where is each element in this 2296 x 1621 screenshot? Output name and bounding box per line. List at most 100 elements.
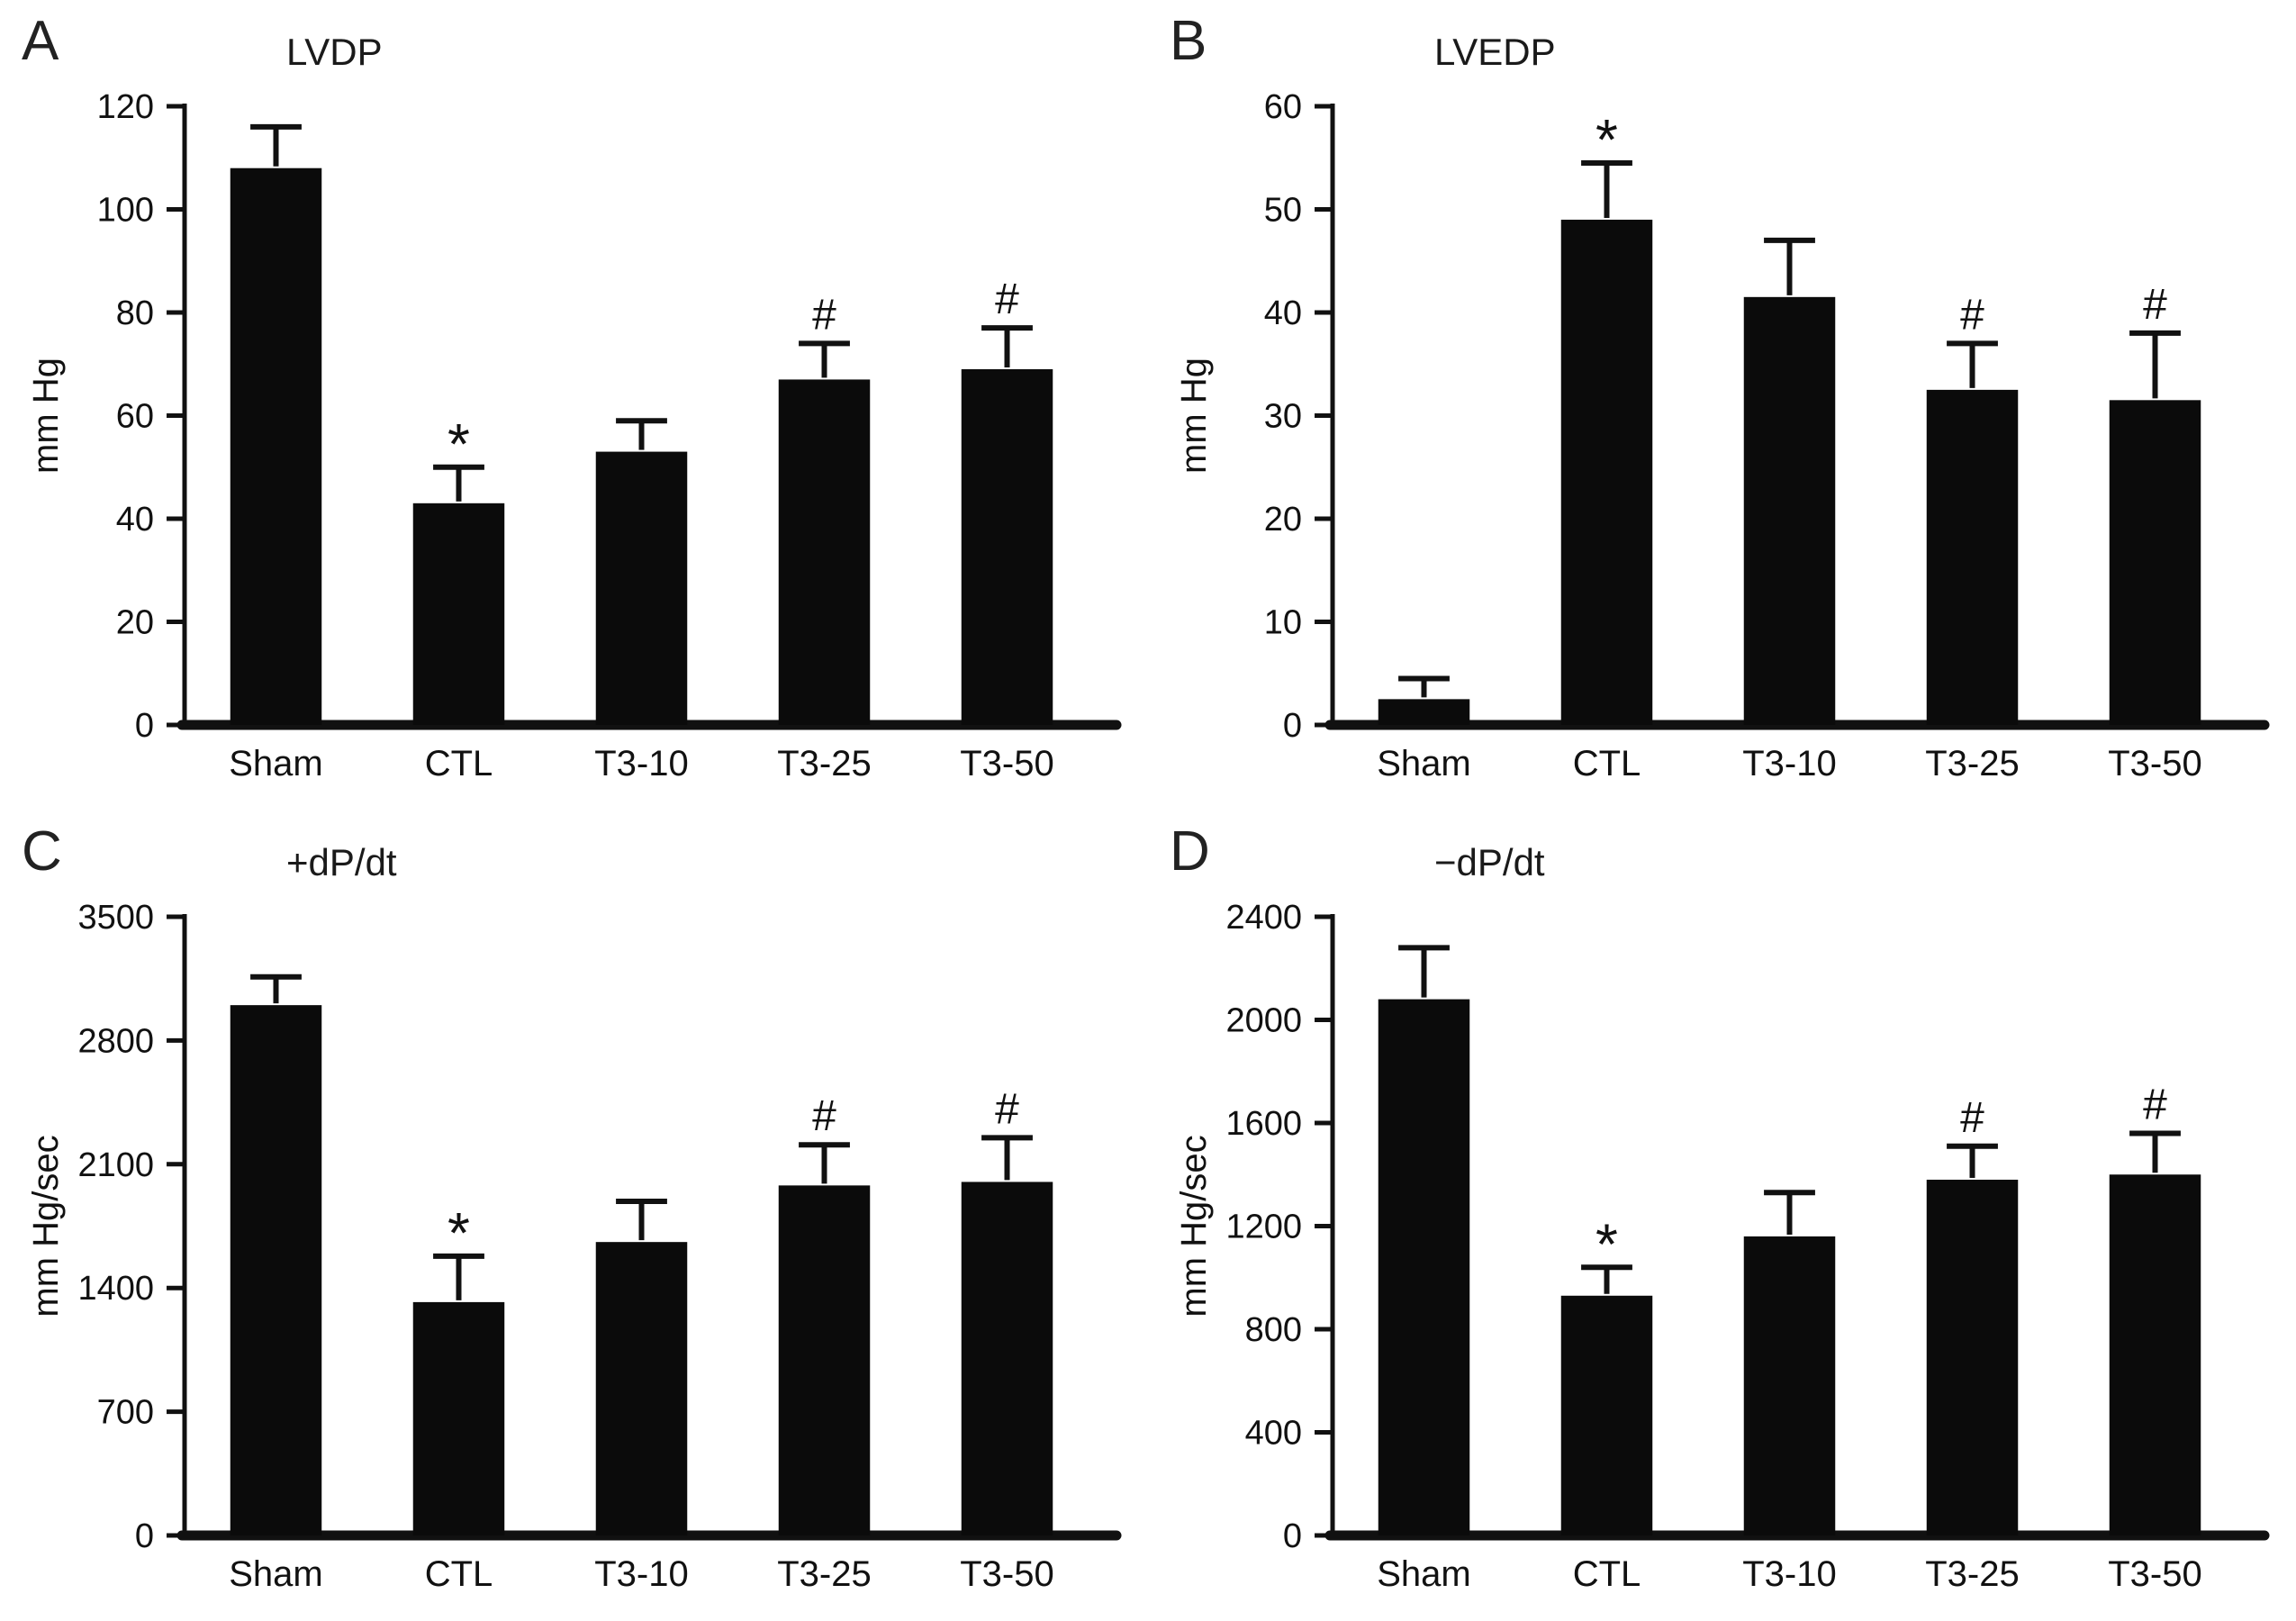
category-label-CTL: CTL xyxy=(425,1554,493,1594)
y-tick-label: 20 xyxy=(116,604,154,642)
y-tick-label: 1600 xyxy=(1225,1105,1302,1143)
y-tick-label: 60 xyxy=(116,398,154,436)
category-label-T3-10: T3-10 xyxy=(1742,1554,1837,1594)
annotation-T3-50: # xyxy=(995,1085,1019,1133)
y-tick-label: 0 xyxy=(1283,1517,1302,1555)
annotation-T3-25: # xyxy=(1960,1094,1984,1142)
y-tick-label: 2800 xyxy=(77,1022,154,1060)
panel-b: 0 10 20 30 40 50 60 mm Hg Sham * CTL T3-10 # T3-25 # T3… xyxy=(1148,0,2296,810)
category-label-CTL: CTL xyxy=(1573,1554,1641,1594)
bar-Sham xyxy=(1378,999,1470,1535)
panel-b-title: LVEDP xyxy=(1434,31,1556,73)
panel-d: 0 400 800 1200 1600 2000 2400 mm Hg/sec Sham * CTL… xyxy=(1148,810,2296,1621)
y-axis-label: mm Hg/sec xyxy=(26,1135,66,1317)
y-tick-label: 20 xyxy=(1264,501,1302,539)
y-tick-label: 120 xyxy=(97,88,154,126)
annotation-CTL: * xyxy=(1595,107,1618,172)
y-tick-label: 0 xyxy=(135,707,154,745)
category-label-T3-50: T3-50 xyxy=(960,744,1054,783)
category-label-T3-10: T3-10 xyxy=(594,744,689,783)
y-tick-label: 0 xyxy=(1283,707,1302,745)
y-tick-label: 2400 xyxy=(1225,899,1302,937)
annotation-T3-25: # xyxy=(812,291,836,339)
bar-T3-25 xyxy=(1926,389,2019,725)
bar-T3-50 xyxy=(961,1182,1053,1535)
panel-c-title: +dP/dt xyxy=(286,841,397,883)
y-tick-label: 40 xyxy=(1264,294,1302,332)
bar-T3-10 xyxy=(1743,296,1836,725)
panel-a-chart: 0 20 40 60 80 100 120 mm Hg Sham * CTL T3-10 # T3-25 #… xyxy=(26,88,1122,783)
category-label-T3-50: T3-50 xyxy=(2108,744,2202,783)
panel-c-chart: 0 700 1400 2100 2800 3500 mm Hg/sec Sham * CTL T3-… xyxy=(26,899,1122,1594)
category-label-Sham: Sham xyxy=(1377,744,1471,783)
y-tick-label: 3500 xyxy=(77,899,154,937)
panel-a-letter: A xyxy=(22,10,60,72)
y-tick-label: 1200 xyxy=(1225,1209,1302,1246)
annotation-T3-50: # xyxy=(995,276,1019,323)
y-tick-label: 1400 xyxy=(77,1270,154,1308)
y-tick-label: 2000 xyxy=(1225,1002,1302,1040)
category-label-T3-50: T3-50 xyxy=(960,1554,1054,1594)
bar-T3-50 xyxy=(2109,400,2201,725)
bar-T3-25 xyxy=(778,1185,871,1535)
panel-d-chart: 0 400 800 1200 1600 2000 2400 mm Hg/sec Sham * CTL… xyxy=(1174,899,2270,1594)
category-label-CTL: CTL xyxy=(1573,744,1641,783)
panel-b-letter: B xyxy=(1170,10,1208,72)
panel-c-letter: C xyxy=(22,820,63,883)
annotation-CTL: * xyxy=(447,1200,470,1265)
category-label-T3-50: T3-50 xyxy=(2108,1554,2202,1594)
annotation-T3-25: # xyxy=(1960,291,1984,339)
category-label-Sham: Sham xyxy=(229,744,323,783)
annotation-T3-25: # xyxy=(812,1092,836,1140)
category-label-T3-10: T3-10 xyxy=(594,1554,689,1594)
annotation-T3-50: # xyxy=(2143,1081,2167,1128)
y-axis-label: mm Hg xyxy=(1174,358,1214,474)
y-axis-label: mm Hg xyxy=(26,358,66,474)
category-label-T3-10: T3-10 xyxy=(1742,744,1837,783)
y-tick-label: 400 xyxy=(1245,1415,1302,1453)
y-tick-label: 10 xyxy=(1264,604,1302,642)
bar-CTL xyxy=(412,1301,505,1535)
bar-CTL xyxy=(412,503,505,725)
category-label-T3-25: T3-25 xyxy=(777,1554,872,1594)
bar-T3-25 xyxy=(778,379,871,725)
category-label-T3-25: T3-25 xyxy=(777,744,872,783)
panel-c: 0 700 1400 2100 2800 3500 mm Hg/sec Sham * CTL T3-… xyxy=(0,810,1148,1621)
y-tick-label: 50 xyxy=(1264,192,1302,230)
category-label-Sham: Sham xyxy=(1377,1554,1471,1594)
y-tick-label: 40 xyxy=(116,501,154,539)
panel-a-title: LVDP xyxy=(286,31,383,73)
y-tick-label: 0 xyxy=(135,1517,154,1555)
category-label-T3-25: T3-25 xyxy=(1925,1554,2020,1594)
y-tick-label: 700 xyxy=(97,1394,154,1432)
y-tick-label: 30 xyxy=(1264,398,1302,436)
bar-T3-50 xyxy=(961,368,1053,725)
annotation-CTL: * xyxy=(447,412,470,476)
bar-Sham xyxy=(230,1005,322,1535)
panel-b-chart: 0 10 20 30 40 50 60 mm Hg Sham * CTL T3-10 # T3-25 # T3… xyxy=(1174,88,2270,783)
y-tick-label: 800 xyxy=(1245,1311,1302,1349)
panel-a: 0 20 40 60 80 100 120 mm Hg Sham * CTL T3-10 # T3-25 #… xyxy=(0,0,1148,810)
bar-Sham xyxy=(230,168,322,725)
bar-T3-10 xyxy=(595,1242,688,1535)
bar-T3-10 xyxy=(595,451,688,725)
category-label-CTL: CTL xyxy=(425,744,493,783)
bar-CTL xyxy=(1560,219,1653,725)
bar-CTL xyxy=(1560,1295,1653,1535)
bar-T3-25 xyxy=(1926,1179,2019,1535)
y-tick-label: 80 xyxy=(116,294,154,332)
annotation-T3-50: # xyxy=(2143,281,2167,329)
category-label-T3-25: T3-25 xyxy=(1925,744,2020,783)
y-tick-label: 60 xyxy=(1264,88,1302,126)
annotation-CTL: * xyxy=(1595,1211,1618,1276)
bar-T3-50 xyxy=(2109,1174,2201,1535)
panel-d-title: −dP/dt xyxy=(1434,841,1545,883)
bar-T3-10 xyxy=(1743,1236,1836,1535)
y-tick-label: 100 xyxy=(97,192,154,230)
panel-d-letter: D xyxy=(1170,820,1211,883)
y-tick-label: 2100 xyxy=(77,1146,154,1184)
category-label-Sham: Sham xyxy=(229,1554,323,1594)
bar-Sham xyxy=(1378,699,1470,725)
y-axis-label: mm Hg/sec xyxy=(1174,1135,1214,1317)
